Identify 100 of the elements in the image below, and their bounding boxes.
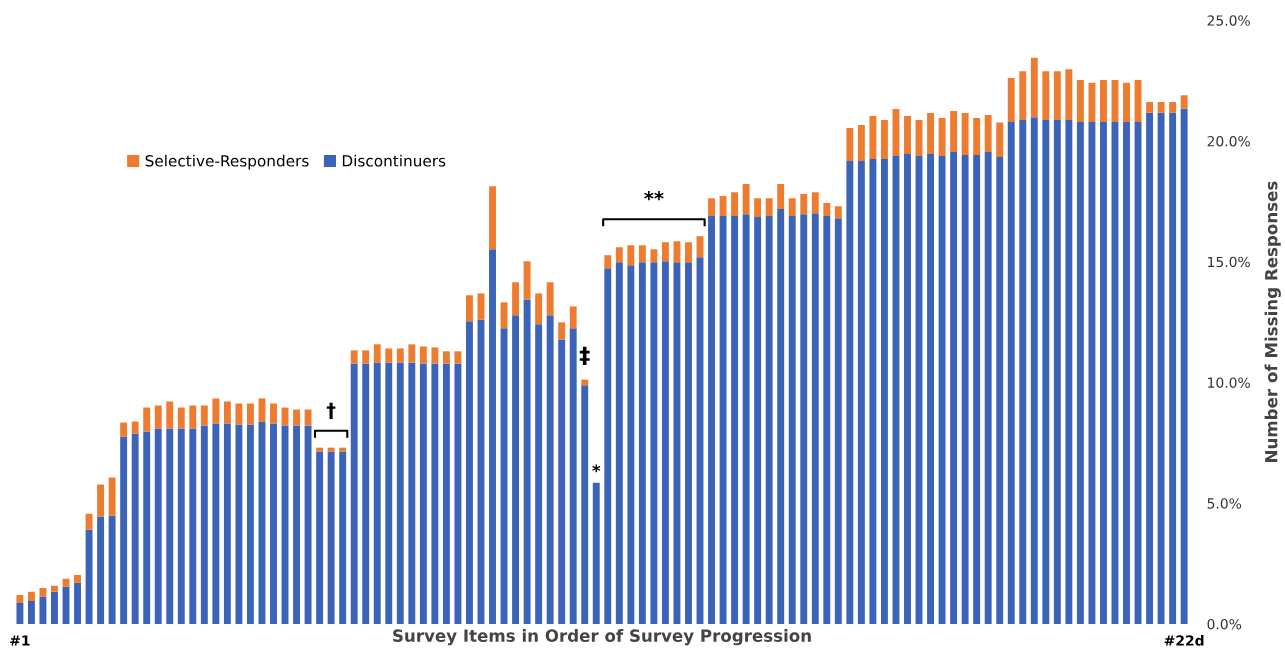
bar [1169,101,1177,113]
bar [581,385,589,624]
bar [419,346,427,364]
bar [1169,112,1177,624]
bar [442,363,450,624]
bar [1100,79,1107,122]
bar [431,363,439,624]
bar [546,282,554,316]
bar [350,350,358,364]
bar [788,198,796,217]
bar [569,306,577,329]
bar [270,423,277,624]
bar [973,155,981,624]
bar [731,192,739,217]
bar [85,529,93,624]
bar [938,155,946,624]
bar [904,115,911,155]
bar [523,299,531,624]
bar [927,112,935,155]
bar [327,451,335,624]
bar [212,398,220,424]
bar [1180,95,1188,109]
bar [293,409,301,426]
bar [16,602,24,624]
bar [904,154,911,624]
bar [154,428,162,624]
bar [880,120,888,160]
y-tick-label: 10.0% [1208,377,1250,388]
bar [673,262,681,624]
bar [1007,77,1015,122]
bar [120,436,128,624]
bar [685,242,692,263]
bar [984,152,992,624]
bar [880,159,888,624]
bar [788,216,796,624]
y-axis-title: Number of Missing Responses [1264,181,1281,462]
bar [811,192,819,214]
annotation: ** [644,191,664,201]
bar [1042,71,1050,120]
bar [535,293,543,325]
bar [97,516,105,624]
bar [442,351,450,364]
bar [327,447,335,452]
bar [973,118,981,156]
bar [535,324,543,624]
bar [1123,121,1130,624]
bar [512,282,520,316]
bar [1076,121,1084,624]
bar [1146,112,1154,624]
bar [1030,57,1038,118]
bar [615,262,623,624]
bar [1146,101,1154,113]
y-tick-label: 0.0% [1207,618,1242,630]
bar [396,348,404,363]
bar [834,218,842,624]
bar [177,407,185,429]
bar [166,428,174,624]
bar [293,425,301,624]
bar [857,125,865,162]
bar [742,214,750,624]
bar [1042,120,1050,624]
bar [246,403,254,425]
bar [546,315,554,624]
bar [846,161,854,624]
bar [131,421,139,434]
bar [512,315,520,624]
bar [615,247,623,263]
bar [650,262,658,624]
bar [16,594,24,603]
bar [466,295,473,322]
bar [258,398,266,422]
annotation: ‡ [579,346,590,366]
bar [1100,121,1107,624]
bar [950,152,958,624]
bar [592,482,600,624]
bar [362,363,370,624]
bar [246,424,254,624]
bar [454,351,462,364]
bar [523,261,531,300]
bar [708,198,715,217]
bar [27,600,35,624]
bar [1065,69,1073,120]
bar [1065,120,1073,624]
y-tick-label: 15.0% [1208,256,1250,268]
bar [362,350,370,364]
bar [638,262,646,624]
bar [385,348,393,363]
bar [823,203,831,217]
bar [189,405,197,429]
bar [869,159,877,624]
bar [1180,108,1188,624]
bar [120,422,128,437]
bar [489,249,496,624]
bar [1019,71,1027,120]
bar [108,515,116,624]
x-tick-label: #22d [1164,635,1204,646]
bar [869,115,877,160]
bar [154,405,162,429]
bar [800,214,808,624]
x-tick-label: #1 [10,635,30,646]
